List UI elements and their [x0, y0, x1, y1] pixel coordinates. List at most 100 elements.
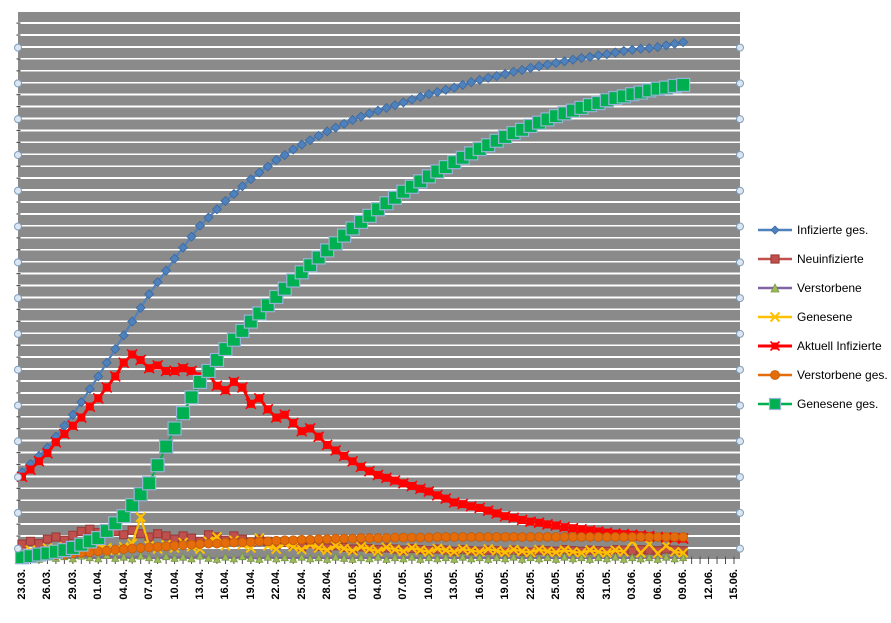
data-point-marker	[423, 532, 434, 543]
legend-entry-verstorbene[interactable]: Verstorbene	[757, 273, 888, 302]
data-point-marker	[50, 436, 62, 448]
data-point-marker	[42, 534, 53, 544]
data-point-marker	[543, 552, 552, 562]
data-point-marker	[144, 542, 155, 553]
data-point-marker	[440, 84, 451, 95]
legend[interactable]: Infizierte ges. Neuinfizierte Verstorbene G…	[757, 215, 888, 418]
legend-label: Genesene ges.	[797, 396, 879, 411]
data-point-marker	[338, 543, 350, 554]
legend-entry-infizierte-ges[interactable]: Infizierte ges.	[757, 215, 888, 244]
legend-entry-verstorbene-ges[interactable]: Verstorbene ges.	[757, 360, 888, 389]
data-point-marker	[110, 343, 121, 355]
gridline-handle-icon[interactable]	[736, 365, 744, 374]
data-point-marker	[584, 544, 596, 556]
gridline-handle-icon[interactable]	[14, 329, 22, 338]
gridline-handle-icon[interactable]	[14, 79, 22, 88]
gridline-handle-icon[interactable]	[736, 544, 744, 553]
legend-entry-neuinfizierte[interactable]: Neuinfizierte	[757, 244, 888, 273]
data-point-marker	[542, 59, 553, 70]
gridline-handle-icon[interactable]	[736, 186, 744, 195]
data-point-marker	[669, 38, 680, 49]
gridline-handle-icon[interactable]	[14, 365, 22, 374]
data-point-marker	[204, 553, 213, 562]
gridline-handle-icon[interactable]	[14, 401, 22, 410]
series-genesene-ges[interactable]	[14, 77, 691, 565]
gridline-handle-icon[interactable]	[14, 473, 22, 482]
data-point-marker	[313, 130, 324, 141]
gridline-handle-icon[interactable]	[14, 222, 22, 231]
data-point-marker	[525, 532, 536, 542]
data-point-marker	[516, 546, 528, 557]
data-point-marker	[101, 357, 112, 368]
data-point-marker	[305, 534, 316, 545]
legend-entry-aktuell-infizierte[interactable]: Aktuell Infizierte	[757, 331, 888, 360]
gridline-handle-icon[interactable]	[14, 43, 22, 52]
data-point-marker	[440, 544, 452, 556]
data-point-marker	[313, 534, 324, 545]
data-point-marker	[448, 496, 460, 509]
gridline-handle-icon[interactable]	[736, 115, 744, 124]
gridline-handle-icon[interactable]	[14, 115, 22, 124]
data-point-marker	[127, 316, 138, 327]
data-point-marker	[770, 369, 780, 380]
gridline-handle-icon[interactable]	[736, 508, 744, 517]
data-point-marker	[474, 546, 485, 557]
gridline-handle-icon[interactable]	[736, 329, 744, 338]
data-point-marker	[152, 359, 164, 372]
data-point-marker	[186, 539, 197, 550]
data-point-marker	[525, 62, 536, 73]
data-point-marker	[322, 554, 332, 563]
gridline-handle-icon[interactable]	[14, 258, 22, 267]
data-point-marker	[161, 265, 172, 276]
data-point-marker	[135, 512, 146, 523]
data-point-marker	[142, 476, 157, 491]
series-infizierte-ges[interactable]	[16, 37, 689, 478]
data-point-marker	[118, 544, 129, 554]
gridline-handle-icon[interactable]	[14, 150, 22, 159]
legend-entry-genesene[interactable]: Genesene	[757, 302, 888, 331]
gridline-handle-icon[interactable]	[736, 79, 744, 88]
data-point-marker	[304, 422, 316, 435]
data-point-marker	[768, 397, 782, 410]
data-point-marker	[24, 464, 37, 476]
legend-entry-genesene-ges[interactable]: Genesene ges.	[757, 389, 888, 418]
gridline-handle-icon[interactable]	[736, 437, 744, 446]
data-point-marker	[653, 554, 662, 563]
data-point-marker	[263, 552, 272, 561]
data-point-marker	[628, 552, 637, 562]
data-point-marker	[677, 547, 689, 559]
series-verstorbene-ges[interactable]	[17, 532, 689, 563]
data-point-marker	[238, 551, 247, 561]
series-aktuell-infizierte[interactable]	[16, 348, 689, 545]
gridline-handle-icon[interactable]	[14, 294, 22, 303]
data-point-marker	[381, 102, 392, 113]
data-point-marker	[169, 540, 180, 551]
data-point-marker	[533, 544, 545, 555]
data-point-marker	[644, 532, 655, 542]
data-point-marker	[169, 253, 180, 264]
data-point-marker	[119, 552, 128, 561]
gridline-handle-icon[interactable]	[736, 150, 744, 159]
gridline-handle-icon[interactable]	[736, 222, 744, 231]
gridline-handle-icon[interactable]	[736, 43, 744, 52]
data-point-marker	[94, 553, 103, 563]
data-point-marker	[390, 532, 400, 543]
gridline-handle-icon[interactable]	[736, 401, 744, 410]
gridline-handle-icon[interactable]	[736, 473, 744, 482]
gridline-handle-icon[interactable]	[736, 258, 744, 267]
data-point-marker	[136, 529, 146, 539]
data-point-marker	[432, 543, 443, 554]
data-point-marker	[551, 554, 561, 563]
data-point-marker	[382, 554, 391, 563]
data-point-marker	[135, 354, 147, 366]
gridline-handle-icon[interactable]	[14, 508, 22, 517]
gridline-handle-icon[interactable]	[736, 294, 744, 303]
data-point-marker	[423, 546, 435, 557]
gridline-selection-handles[interactable]	[14, 43, 744, 553]
gridline-handle-icon[interactable]	[14, 437, 22, 446]
gridline-handle-icon[interactable]	[14, 544, 22, 553]
gridline-handle-icon[interactable]	[14, 186, 22, 195]
data-point-marker	[601, 547, 613, 559]
data-point-marker	[306, 553, 315, 563]
